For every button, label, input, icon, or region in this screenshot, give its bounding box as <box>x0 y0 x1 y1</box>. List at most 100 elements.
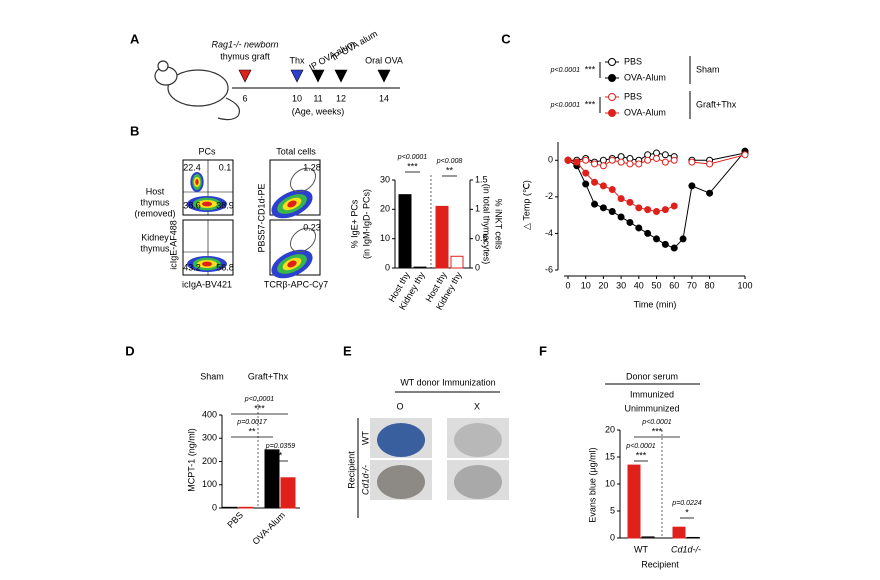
p-value: p=0.0224 <box>671 500 701 507</box>
data-point <box>653 154 660 162</box>
y-axis-label: △ Temp (℃) <box>521 180 531 230</box>
data-point <box>635 224 643 232</box>
panel-letter: F <box>539 343 547 358</box>
y-tick-label: 5 <box>610 505 615 515</box>
bar <box>280 477 296 509</box>
photo-subject <box>377 465 425 499</box>
data-point <box>626 198 634 206</box>
significance-stars: ** <box>446 165 454 175</box>
significance-stars: *** <box>585 99 596 109</box>
axis-label: % IgE+ PCs <box>349 199 359 248</box>
panel-letter: A <box>130 31 140 46</box>
data-point <box>599 162 607 170</box>
data-point <box>644 229 652 237</box>
data-point <box>661 206 669 214</box>
panel-letter: C <box>501 31 511 46</box>
y-tick-label: 1 <box>475 204 480 214</box>
legend-label: Graft+Thx <box>248 371 289 381</box>
y-tick-label: 200 <box>202 456 217 466</box>
graft-label: Rag1-/- newborn <box>211 39 278 49</box>
y-tick-label: 0 <box>212 502 217 512</box>
gate <box>289 167 317 193</box>
data-point <box>617 158 625 166</box>
y-tick-label: 1.5 <box>475 174 488 184</box>
data-point <box>688 158 696 166</box>
data-point <box>626 218 634 226</box>
legend-label: OVA-Alum <box>624 107 666 117</box>
event-arrow <box>334 69 348 83</box>
x-tick-label: 30 <box>616 280 626 290</box>
x-tick-label: 40 <box>634 280 644 290</box>
y-tick-label: 20 <box>605 424 615 434</box>
p-value: p=0.0359 <box>265 443 295 450</box>
bar <box>222 506 238 509</box>
y-tick-label: 0 <box>475 262 480 272</box>
y-tick-label: 0 <box>548 155 553 165</box>
row-label: thymus <box>140 243 170 253</box>
y-tick-label: 30 <box>380 174 390 184</box>
legend-marker <box>608 109 616 117</box>
axis-label: (in IgM-IgD- PCs) <box>361 189 371 259</box>
data-point <box>608 186 616 194</box>
gate-value: 1.28 <box>303 162 321 172</box>
event-label: Oral OVA <box>365 55 403 65</box>
bar <box>686 536 700 539</box>
data-point <box>661 240 669 248</box>
quadrant-value: 22.4 <box>183 162 201 172</box>
significance-stars: *** <box>585 64 596 74</box>
legend-marker <box>608 93 616 101</box>
gate-value: 0.23 <box>303 222 321 232</box>
significance-stars: * <box>685 507 689 517</box>
x-tick-label: 10 <box>581 280 591 290</box>
bar <box>238 506 254 509</box>
panel-title: WT donor Immunization <box>400 377 495 387</box>
data-point <box>582 169 590 177</box>
panel-letter: E <box>343 343 352 358</box>
panel-title: Donor serum <box>626 371 678 381</box>
x-tick-label: 0 <box>565 280 570 290</box>
data-point <box>670 244 678 252</box>
y-tick-label: 10 <box>380 233 390 243</box>
legend-label: Sham <box>200 371 224 381</box>
significance-stars: ** <box>248 426 256 436</box>
row-label: thymus <box>140 197 170 207</box>
x-tick-label: PBS <box>225 510 245 530</box>
legend-label: OVA-Alum <box>624 72 666 82</box>
data-point <box>661 158 669 166</box>
data-point <box>626 160 634 168</box>
y-tick-label: 400 <box>202 409 217 419</box>
bar <box>264 449 280 509</box>
cell-cloud <box>287 200 297 208</box>
week-label: 10 <box>292 93 302 103</box>
bar <box>672 526 686 539</box>
gate <box>289 227 317 253</box>
data-point <box>591 160 599 168</box>
bar <box>641 536 655 539</box>
bar <box>627 464 641 539</box>
week-label: 6 <box>242 93 247 103</box>
legend-label: Immunized <box>630 389 674 399</box>
panel-letter: B <box>130 123 139 138</box>
quadrant-value: 38.6 <box>183 200 201 210</box>
data-point <box>644 206 652 214</box>
p-value: p<0.0001 <box>244 396 274 403</box>
data-point <box>617 213 625 221</box>
row-label: Host <box>146 186 165 196</box>
y-axis-label: Evans blue (μg/ml) <box>587 447 597 522</box>
y-tick-label: 100 <box>202 479 217 489</box>
photo-subject <box>454 423 502 457</box>
data-point <box>582 156 590 164</box>
event-arrow <box>290 69 304 83</box>
data-point <box>653 207 660 215</box>
bar <box>398 194 412 269</box>
data-point <box>599 182 607 190</box>
x-tick-label: 80 <box>705 280 715 290</box>
photo-subject <box>377 423 425 457</box>
week-label: 12 <box>336 93 346 103</box>
data-point <box>644 156 652 164</box>
cell-cloud <box>202 201 212 207</box>
p-value: p<0.0001 <box>550 102 580 109</box>
p-value: p<0.0001 <box>641 419 671 426</box>
row-label: Cd1d-/- <box>360 465 370 495</box>
